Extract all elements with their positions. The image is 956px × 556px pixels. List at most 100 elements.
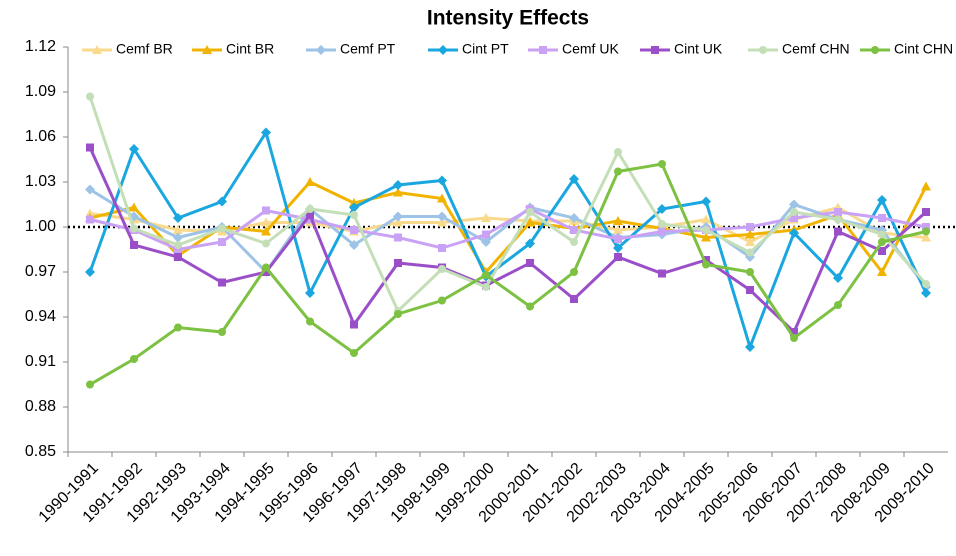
y-tick-label: 0.94 — [25, 308, 56, 325]
y-tick-label: 1.00 — [25, 218, 56, 235]
y-tick-label: 1.09 — [25, 83, 56, 100]
marker — [262, 239, 270, 248]
marker — [262, 263, 270, 272]
marker — [526, 208, 534, 216]
marker — [614, 235, 622, 243]
legend-item: Cemf UK — [528, 41, 619, 57]
marker — [651, 46, 659, 54]
marker — [614, 148, 622, 156]
marker — [702, 256, 710, 264]
marker — [922, 280, 930, 288]
marker — [262, 206, 270, 215]
marker — [613, 216, 623, 225]
marker — [745, 237, 755, 246]
legend-item: Cemf CHN — [748, 41, 850, 57]
marker — [437, 211, 447, 222]
marker — [922, 223, 930, 231]
marker — [218, 238, 226, 246]
marker — [306, 215, 314, 224]
marker — [130, 355, 138, 363]
marker — [746, 286, 754, 294]
marker — [877, 195, 887, 205]
series-line — [89, 162, 927, 386]
marker — [658, 160, 666, 168]
marker — [790, 214, 798, 222]
marker — [569, 174, 579, 184]
marker — [129, 202, 139, 212]
y-tick-label: 0.85 — [25, 443, 56, 460]
legend-item: Cemf PT — [306, 41, 396, 57]
marker — [349, 240, 359, 250]
marker — [481, 237, 491, 247]
marker — [437, 193, 447, 203]
marker — [261, 226, 271, 236]
marker — [833, 273, 843, 283]
marker — [790, 328, 798, 336]
marker — [173, 225, 183, 234]
marker — [306, 211, 314, 219]
marker — [85, 267, 95, 277]
marker — [921, 181, 931, 191]
legend-item: Cint UK — [640, 41, 723, 57]
marker — [701, 232, 711, 242]
marker — [482, 283, 490, 291]
marker — [438, 296, 446, 305]
marker — [393, 187, 403, 197]
marker — [658, 269, 666, 278]
marker — [481, 213, 491, 222]
marker — [85, 184, 95, 195]
marker — [130, 241, 138, 249]
marker — [613, 225, 623, 234]
legend-label: Cemf CHN — [782, 41, 850, 57]
marker — [834, 227, 842, 236]
marker — [657, 204, 667, 214]
y-tick-label: 1.06 — [25, 128, 56, 145]
marker — [394, 233, 402, 242]
marker — [525, 238, 535, 249]
marker — [878, 230, 886, 239]
marker — [261, 127, 271, 138]
marker — [130, 224, 138, 233]
chart-title: Intensity Effects — [427, 7, 589, 30]
marker — [614, 253, 622, 261]
marker — [878, 238, 886, 246]
marker — [217, 196, 227, 207]
marker — [305, 177, 315, 186]
series-line — [89, 188, 928, 288]
marker — [173, 232, 183, 243]
marker — [702, 226, 710, 234]
marker — [86, 92, 94, 101]
marker — [877, 267, 887, 276]
marker — [746, 268, 754, 276]
marker — [350, 211, 358, 219]
marker — [569, 213, 579, 223]
marker — [262, 268, 270, 276]
marker — [922, 227, 930, 236]
y-tick-label: 0.97 — [25, 263, 56, 280]
marker — [570, 238, 578, 246]
marker — [526, 302, 534, 311]
marker — [350, 349, 358, 357]
legend-label: Cint CHN — [894, 41, 953, 57]
marker — [745, 342, 755, 352]
marker — [174, 323, 182, 332]
marker — [306, 205, 314, 213]
marker — [438, 244, 446, 252]
marker — [701, 196, 711, 207]
marker — [702, 260, 710, 269]
marker — [834, 208, 842, 216]
marker — [174, 253, 182, 261]
marker — [393, 217, 403, 227]
marker — [658, 220, 666, 228]
marker — [218, 278, 226, 287]
legend-label: Cemf UK — [562, 41, 619, 57]
marker — [202, 45, 212, 54]
marker — [701, 214, 711, 224]
marker — [350, 320, 358, 329]
legend-label: Cemf PT — [340, 41, 396, 57]
series-line — [88, 96, 928, 314]
marker — [539, 46, 547, 54]
marker — [790, 208, 798, 216]
marker — [482, 230, 490, 239]
